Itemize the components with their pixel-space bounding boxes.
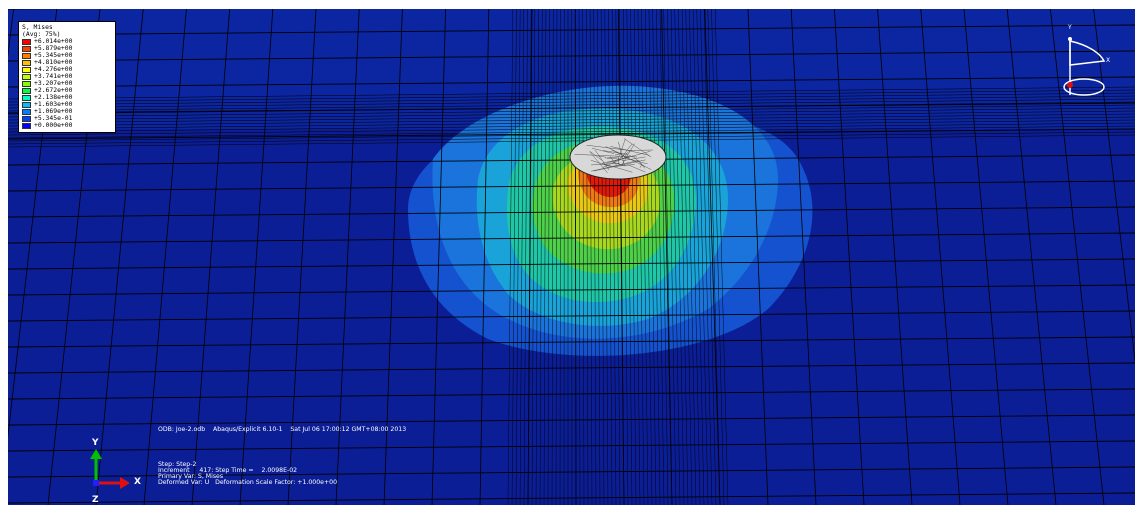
contour-legend: S, Mises (Avg: 75%) +6.014e+00 +5.879e+00…: [18, 21, 116, 133]
legend-entry: +0.000e+00: [22, 122, 112, 129]
axis-triad-icon: [78, 433, 158, 505]
triad-y-label: Y: [92, 438, 99, 448]
view-cube-icon: [1048, 31, 1118, 101]
triad-z-label: Z: [92, 495, 99, 505]
legend-swatch: [22, 109, 31, 115]
legend-swatch: [22, 60, 31, 66]
deformed-var-label: Deformed Var: U Deformation Scale Factor…: [158, 480, 337, 487]
legend-swatch: [22, 88, 31, 94]
model-viewport[interactable]: S, Mises (Avg: 75%) +6.014e+00 +5.879e+00…: [8, 9, 1135, 505]
view-y-label: Y: [1068, 24, 1072, 31]
view-x-label: X: [1106, 57, 1110, 64]
legend-swatch: [22, 74, 31, 80]
legend-swatch: [22, 95, 31, 101]
legend-value: +0.000e+00: [34, 122, 72, 129]
legend-swatch: [22, 123, 31, 129]
triad-x-label: X: [134, 477, 141, 487]
legend-swatch: [22, 53, 31, 59]
global-axis-triad: Y X Z: [78, 433, 168, 505]
legend-swatch: [22, 102, 31, 108]
view-triad: Y X: [1048, 31, 1128, 111]
indenter-ball: [570, 135, 666, 179]
legend-swatch: [22, 81, 31, 87]
legend-swatch: [22, 39, 31, 45]
legend-swatch: [22, 116, 31, 122]
legend-swatch: [22, 67, 31, 73]
legend-swatch: [22, 46, 31, 52]
odb-info: ODB: Joe-2.odb Abaqus/Explicit 6.10-1 Sa…: [158, 427, 406, 434]
